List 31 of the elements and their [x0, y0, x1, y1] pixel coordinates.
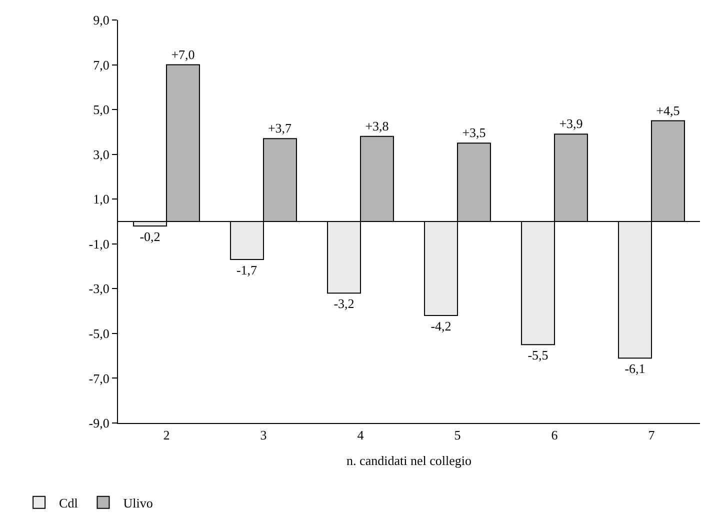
data-label: +3,9	[559, 116, 583, 132]
data-label: -5,5	[528, 348, 548, 363]
data-label: +4,5	[656, 102, 680, 118]
x-axis-title: n. candidati nel collegio	[346, 453, 472, 468]
y-tick-label: 5,0	[93, 102, 110, 118]
x-tick-label: 3	[260, 428, 267, 443]
x-tick-label: 2	[163, 428, 170, 443]
data-label: -3,2	[334, 296, 354, 312]
data-label: -1,7	[236, 262, 258, 278]
legend-label: Ulivo	[123, 496, 153, 510]
y-tick-label: -3,0	[88, 281, 110, 296]
x-tick-label: 5	[454, 428, 461, 443]
x-tick-label: 7	[648, 428, 656, 443]
data-label: +7,0	[171, 46, 195, 62]
data-label: -4,2	[430, 318, 452, 334]
y-tick-label: 3,0	[93, 146, 110, 162]
y-tick-label: 1,0	[93, 192, 110, 207]
y-tick-label: -1,0	[88, 236, 110, 252]
x-tick-label: 6	[551, 428, 558, 443]
data-label: -6,1	[624, 361, 646, 376]
y-tick-label: 9,0	[93, 12, 110, 28]
y-tick-label: -9,0	[88, 416, 110, 431]
data-label: +3,8	[365, 118, 389, 134]
y-tick-label: -5,0	[88, 326, 110, 341]
y-tick-label: -7,0	[88, 370, 110, 386]
x-tick-label: 4	[357, 428, 364, 443]
y-tick-label: 7,0	[93, 57, 110, 72]
legend-label: Cdl	[59, 496, 78, 510]
data-label: +3,5	[462, 125, 486, 140]
data-label: +3,7	[268, 120, 292, 136]
data-label: -0,2	[140, 228, 160, 244]
